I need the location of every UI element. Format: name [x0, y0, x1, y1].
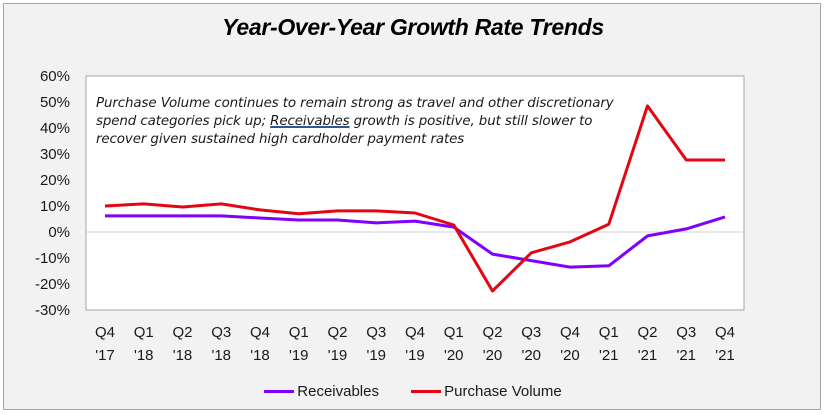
x-tick-label: Q2'20	[482, 324, 502, 364]
x-tick-label: Q3'18	[211, 324, 231, 364]
legend-item-receivables: Receivables	[264, 383, 379, 400]
x-tick-label: Q3'21	[676, 324, 696, 364]
x-tick-label: Q1'18	[134, 324, 154, 364]
chart-annotation: Purchase Volume continues to remain stro…	[96, 95, 616, 149]
legend-label-receivables: Receivables	[297, 383, 379, 400]
y-tick-label: 0%	[48, 224, 70, 241]
chart-legend: Receivables Purchase Volume	[0, 380, 826, 400]
y-tick-label: 40%	[40, 120, 70, 137]
x-tick-label: Q3'20	[521, 324, 541, 364]
x-tick-label: Q4'19	[405, 324, 425, 364]
legend-item-purchase-volume: Purchase Volume	[411, 383, 562, 400]
plot-area	[85, 75, 745, 311]
annotation-text-before: Purchase Volume continues to remain stro…	[96, 96, 614, 129]
y-tick-label: 50%	[40, 94, 70, 111]
legend-swatch-purchase-volume	[411, 390, 442, 393]
y-tick-label: 60%	[40, 68, 70, 85]
x-tick-label: Q2'21	[637, 324, 657, 364]
x-tick-label: Q1'19	[289, 324, 309, 364]
legend-swatch-receivables	[264, 390, 295, 393]
annotation-text-after: growth is positive, but still slower to …	[96, 114, 593, 147]
x-tick-label: Q1'21	[599, 324, 619, 364]
x-tick-label: Q2'19	[327, 324, 347, 364]
legend-label-purchase-volume: Purchase Volume	[444, 383, 562, 400]
x-tick-label: Q3'19	[366, 324, 386, 364]
y-tick-label: 30%	[40, 146, 70, 163]
annotation-link-receivables[interactable]: Receivables	[270, 114, 350, 129]
series-line-purchase-volume	[104, 104, 725, 293]
y-tick-label: 20%	[40, 172, 70, 189]
x-tick-label: Q4'17	[95, 324, 115, 364]
x-tick-label: Q1'20	[444, 324, 464, 364]
x-tick-label: Q4'21	[715, 324, 735, 364]
chart-title: Year-Over-Year Growth Rate Trends	[222, 14, 604, 40]
x-tick-label: Q2'18	[172, 324, 192, 364]
series-line-receivables	[105, 214, 726, 269]
y-tick-label: 10%	[40, 198, 70, 215]
y-tick-label: -30%	[35, 302, 70, 319]
x-tick-label: Q4'20	[560, 324, 580, 364]
x-tick-label: Q4'18	[250, 324, 270, 364]
y-tick-label: -10%	[35, 250, 70, 267]
y-tick-label: -20%	[35, 276, 70, 293]
